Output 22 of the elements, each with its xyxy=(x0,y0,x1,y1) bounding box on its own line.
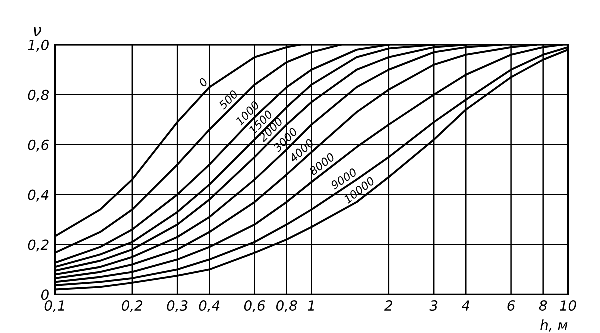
x-tick-label: 0,1 xyxy=(44,300,64,312)
x-tick-label: 6 xyxy=(508,300,516,312)
x-tick-label: 1 xyxy=(308,300,314,311)
y-tick-label: 0 xyxy=(42,290,49,300)
y-tick-label: 0,2 xyxy=(28,240,49,252)
x-tick-label: 0,4 xyxy=(199,300,220,312)
x-tick-label: 3 xyxy=(430,300,438,312)
text: 0 xyxy=(198,77,208,88)
y-tick-label: 0,4 xyxy=(28,190,49,202)
y-tick-label: 0,6 xyxy=(28,140,50,152)
x-tick-label: 0,3 xyxy=(167,300,188,312)
y-tick-label: 0,8 xyxy=(28,90,50,102)
x-tick-label: 4 xyxy=(462,300,470,311)
x-tick-label: 2 xyxy=(384,300,392,311)
x-tick-label: 0,2 xyxy=(122,300,143,312)
x-tick-label: 0,6 xyxy=(244,300,266,312)
y-axis-title: ν xyxy=(34,27,42,36)
x-axis-title: h, м xyxy=(540,320,568,332)
y-tick-label: 1,0 xyxy=(28,40,49,52)
x-tick-label: 0,8 xyxy=(276,300,298,312)
x-tick-label: 8 xyxy=(539,300,548,312)
x-tick-label: 10 xyxy=(560,300,576,312)
